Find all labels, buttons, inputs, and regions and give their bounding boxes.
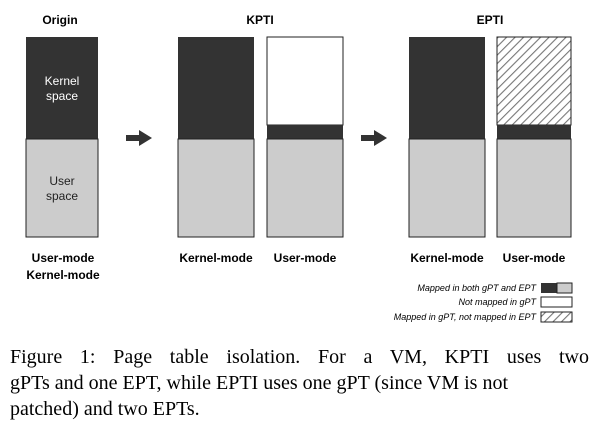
epti-right-mode: User-mode [503,251,566,265]
legend-not-mapped-swatch [540,296,573,308]
caption-line-3: patched) and two EPTs. [10,398,200,420]
origin-user-label-2: space [46,189,78,203]
kpti-kernel-pt-user [177,138,255,238]
legend-both-label: Mapped in both gPT and EPT [417,283,537,293]
origin-mode-1: User-mode [32,251,95,265]
origin-title: Origin [42,13,77,27]
epti-user-ept-hatched [496,36,572,126]
legend-both-swatch-light [556,282,573,294]
kpti-user-pt-user [266,138,344,238]
origin-mode-2: Kernel-mode [26,268,100,282]
epti-kernel-ept-user [408,138,486,238]
kpti-user-pt-unmapped [266,36,344,126]
caption-line-1: Figure 1: Page table isolation. For a VM… [10,346,589,368]
kpti-user-pt-trampoline [267,125,343,139]
legend-not-mapped-label: Not mapped in gPT [458,297,537,307]
epti-left-mode: Kernel-mode [410,251,484,265]
origin-kernel-label-2: space [46,89,78,103]
legend-both-swatch-dark [541,283,557,293]
figure-caption: Figure 1: Page table isolation. For a VM… [10,344,589,422]
kpti-kernel-pt-kernel [178,37,254,139]
epti-user-ept-user [496,138,572,238]
kpti-left-mode: Kernel-mode [179,251,253,265]
kpti-title: KPTI [246,13,273,27]
kpti-right-mode: User-mode [274,251,337,265]
caption-line-2: gPTs and one EPT, while EPTI uses one gP… [10,372,509,394]
origin-user-label-1: User [49,174,74,188]
origin-kernel-label-1: Kernel [45,74,80,88]
legend-gpt-not-ept-swatch [540,311,573,323]
arrow-right-icon [126,130,152,146]
legend: Mapped in both gPT and EPT Not mapped in… [394,282,573,323]
legend-gpt-not-ept-label: Mapped in gPT, not mapped in EPT [394,312,538,322]
origin-user-space [25,138,99,238]
arrow-right-icon [361,130,387,146]
epti-kernel-ept-kernel [409,37,485,139]
epti-user-ept-trampoline [497,125,571,139]
epti-title: EPTI [477,13,504,27]
origin-kernel-space [26,37,98,139]
